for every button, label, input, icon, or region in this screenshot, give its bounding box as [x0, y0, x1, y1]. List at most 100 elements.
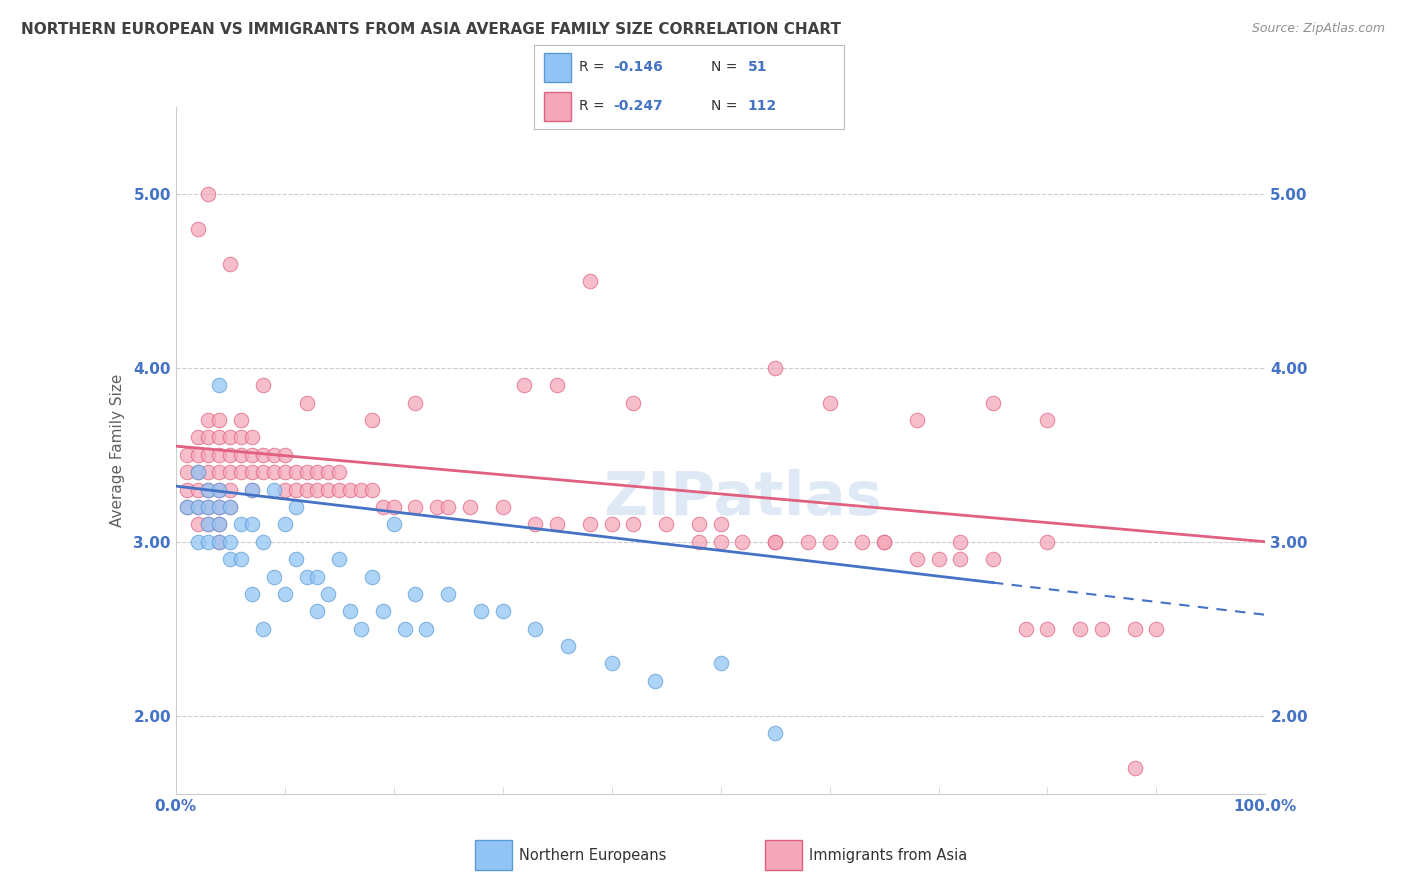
- Point: [492, 604, 515, 618]
- Point: [197, 517, 219, 532]
- Point: [176, 448, 198, 462]
- Point: [208, 413, 231, 427]
- Text: -0.146: -0.146: [613, 61, 662, 74]
- Point: [219, 448, 242, 462]
- Point: [186, 483, 209, 497]
- Point: [197, 413, 219, 427]
- Point: [1036, 413, 1059, 427]
- Point: [219, 430, 242, 444]
- Point: [339, 604, 361, 618]
- Point: [710, 517, 733, 532]
- Point: [1036, 622, 1059, 636]
- Point: [361, 413, 384, 427]
- Point: [1146, 622, 1168, 636]
- Point: [405, 587, 427, 601]
- Point: [240, 483, 263, 497]
- Point: [197, 430, 219, 444]
- Point: [710, 657, 733, 671]
- Point: [1123, 761, 1146, 775]
- Text: Northern Europeans: Northern Europeans: [519, 848, 666, 863]
- Point: [176, 500, 198, 514]
- Point: [371, 500, 394, 514]
- Point: [219, 500, 242, 514]
- Point: [851, 534, 873, 549]
- Point: [197, 465, 219, 479]
- Point: [600, 517, 623, 532]
- Point: [197, 517, 219, 532]
- Point: [240, 517, 263, 532]
- Point: [197, 500, 219, 514]
- Point: [731, 534, 754, 549]
- Y-axis label: Average Family Size: Average Family Size: [110, 374, 125, 527]
- Point: [688, 534, 710, 549]
- Point: [263, 483, 285, 497]
- Point: [263, 448, 285, 462]
- Point: [710, 534, 733, 549]
- Point: [415, 622, 437, 636]
- Point: [981, 552, 1004, 566]
- Point: [818, 395, 841, 409]
- Point: [1036, 534, 1059, 549]
- Point: [252, 622, 274, 636]
- Point: [252, 465, 274, 479]
- Point: [176, 465, 198, 479]
- Point: [644, 673, 666, 688]
- Point: [600, 657, 623, 671]
- FancyBboxPatch shape: [475, 840, 512, 871]
- Point: [318, 483, 340, 497]
- Point: [546, 517, 568, 532]
- Point: [208, 534, 231, 549]
- Point: [949, 534, 972, 549]
- Point: [546, 378, 568, 392]
- Point: [274, 483, 297, 497]
- Point: [524, 622, 547, 636]
- Point: [339, 483, 361, 497]
- Point: [318, 465, 340, 479]
- Point: [621, 395, 644, 409]
- Point: [186, 500, 209, 514]
- Point: [208, 517, 231, 532]
- Point: [240, 430, 263, 444]
- Point: [263, 465, 285, 479]
- Point: [295, 483, 318, 497]
- Text: R =: R =: [579, 61, 609, 74]
- FancyBboxPatch shape: [544, 92, 571, 120]
- Point: [208, 517, 231, 532]
- Point: [905, 413, 928, 427]
- Point: [307, 483, 329, 497]
- Point: [328, 552, 350, 566]
- Point: [949, 552, 972, 566]
- Point: [284, 500, 307, 514]
- Point: [197, 534, 219, 549]
- Point: [208, 430, 231, 444]
- Point: [405, 395, 427, 409]
- Point: [252, 448, 274, 462]
- Point: [382, 500, 405, 514]
- Point: [197, 186, 219, 201]
- Point: [763, 726, 786, 740]
- Point: [186, 430, 209, 444]
- Point: [492, 500, 515, 514]
- Point: [1091, 622, 1114, 636]
- Point: [928, 552, 950, 566]
- Point: [873, 534, 896, 549]
- Point: [371, 604, 394, 618]
- Point: [763, 360, 786, 375]
- Point: [231, 430, 253, 444]
- Point: [197, 483, 219, 497]
- Point: [219, 534, 242, 549]
- Point: [437, 587, 460, 601]
- Point: [797, 534, 820, 549]
- Point: [219, 500, 242, 514]
- Point: [328, 483, 350, 497]
- Point: [981, 395, 1004, 409]
- Point: [621, 517, 644, 532]
- Point: [240, 587, 263, 601]
- Point: [284, 552, 307, 566]
- Point: [208, 483, 231, 497]
- Point: [208, 500, 231, 514]
- Point: [905, 552, 928, 566]
- Point: [284, 483, 307, 497]
- Point: [186, 517, 209, 532]
- Point: [763, 534, 786, 549]
